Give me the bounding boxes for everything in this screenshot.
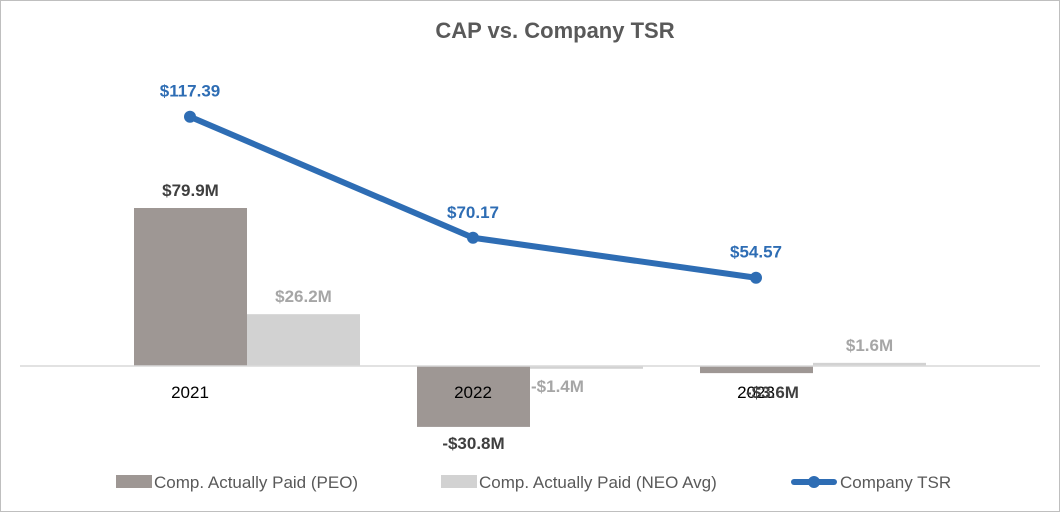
bar-neo-2021: [247, 314, 360, 366]
data-label-neo-2021: $26.2M: [275, 287, 332, 306]
chart-title: CAP vs. Company TSR: [435, 18, 674, 43]
bar-peo-2023: [700, 366, 813, 374]
tsr-point-2023: [750, 271, 762, 284]
x-tick-2023: 2023: [737, 383, 775, 402]
x-axis-ticks: 2021 2022 2023: [171, 383, 775, 402]
data-label-neo-2022: -$1.4M: [531, 377, 584, 396]
data-label-neo-2023: $1.6M: [846, 336, 893, 355]
data-labels-layer: $79.9M -$30.8M -$3.6M $26.2M -$1.4M $1.6M $117…: [160, 82, 893, 453]
bar-peo-2022: [417, 366, 530, 427]
data-label-tsr-2021: $117.39: [160, 82, 221, 101]
legend-swatch-neo: [441, 475, 477, 488]
x-tick-2021: 2021: [171, 383, 209, 402]
legend-label-peo: Comp. Actually Paid (PEO): [154, 473, 358, 492]
data-label-tsr-2022: $70.17: [447, 203, 499, 222]
legend-label-neo: Comp. Actually Paid (NEO Avg): [479, 473, 717, 492]
bar-peo-2021: [134, 208, 247, 366]
bars-layer: [134, 208, 926, 427]
legend: Comp. Actually Paid (PEO) Comp. Actually …: [116, 473, 951, 492]
data-label-tsr-2023: $54.57: [730, 243, 782, 262]
data-label-peo-2023: -$3.6M: [746, 383, 799, 402]
data-label-peo-2022: -$30.8M: [442, 434, 504, 453]
bar-neo-2022: [530, 366, 643, 369]
tsr-point-2021: [184, 110, 196, 123]
x-tick-2022: 2022: [454, 383, 492, 402]
legend-marker-tsr: [808, 476, 820, 488]
legend-label-tsr: Company TSR: [840, 473, 951, 492]
tsr-point-2022: [467, 231, 479, 244]
bar-neo-2023: [813, 362, 926, 366]
tsr-line-layer: [184, 110, 762, 284]
data-label-peo-2021: $79.9M: [162, 181, 219, 200]
tsr-line: [187, 113, 759, 281]
legend-swatch-peo: [116, 475, 152, 488]
